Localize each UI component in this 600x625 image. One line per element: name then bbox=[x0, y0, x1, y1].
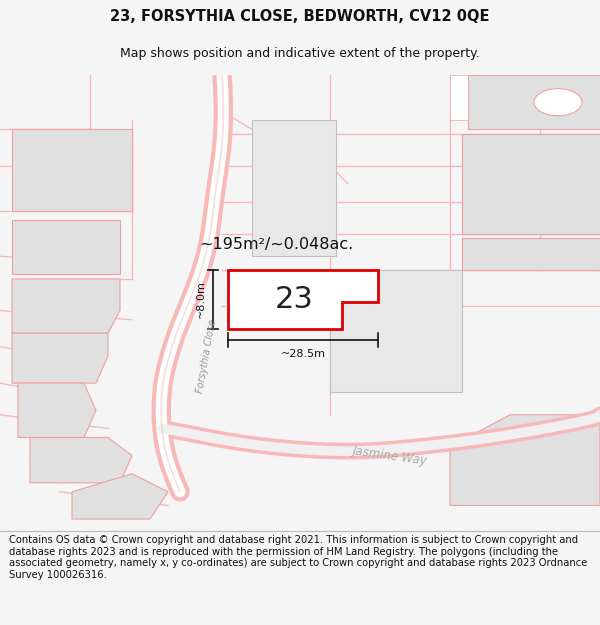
FancyBboxPatch shape bbox=[450, 75, 468, 120]
Text: ~195m²/~0.048ac.: ~195m²/~0.048ac. bbox=[199, 237, 353, 252]
Polygon shape bbox=[450, 415, 600, 506]
Text: Forsythia Close: Forsythia Close bbox=[196, 318, 218, 394]
Text: 23, FORSYTHIA CLOSE, BEDWORTH, CV12 0QE: 23, FORSYTHIA CLOSE, BEDWORTH, CV12 0QE bbox=[110, 9, 490, 24]
FancyBboxPatch shape bbox=[12, 129, 132, 211]
Text: 23: 23 bbox=[275, 285, 313, 314]
Polygon shape bbox=[228, 270, 378, 329]
Polygon shape bbox=[18, 383, 96, 438]
Text: Jasmine Way: Jasmine Way bbox=[352, 444, 428, 468]
Polygon shape bbox=[12, 279, 120, 333]
FancyBboxPatch shape bbox=[462, 238, 600, 270]
FancyBboxPatch shape bbox=[330, 270, 462, 392]
FancyBboxPatch shape bbox=[252, 120, 336, 256]
Text: ~8.0m: ~8.0m bbox=[196, 281, 206, 318]
FancyBboxPatch shape bbox=[468, 75, 600, 129]
Polygon shape bbox=[12, 333, 108, 383]
Polygon shape bbox=[30, 438, 132, 483]
Polygon shape bbox=[72, 474, 168, 519]
Text: Contains OS data © Crown copyright and database right 2021. This information is : Contains OS data © Crown copyright and d… bbox=[9, 535, 587, 580]
FancyBboxPatch shape bbox=[12, 220, 120, 274]
Text: Map shows position and indicative extent of the property.: Map shows position and indicative extent… bbox=[120, 48, 480, 61]
Ellipse shape bbox=[534, 89, 582, 116]
Text: ~28.5m: ~28.5m bbox=[281, 349, 325, 359]
FancyBboxPatch shape bbox=[462, 134, 600, 234]
